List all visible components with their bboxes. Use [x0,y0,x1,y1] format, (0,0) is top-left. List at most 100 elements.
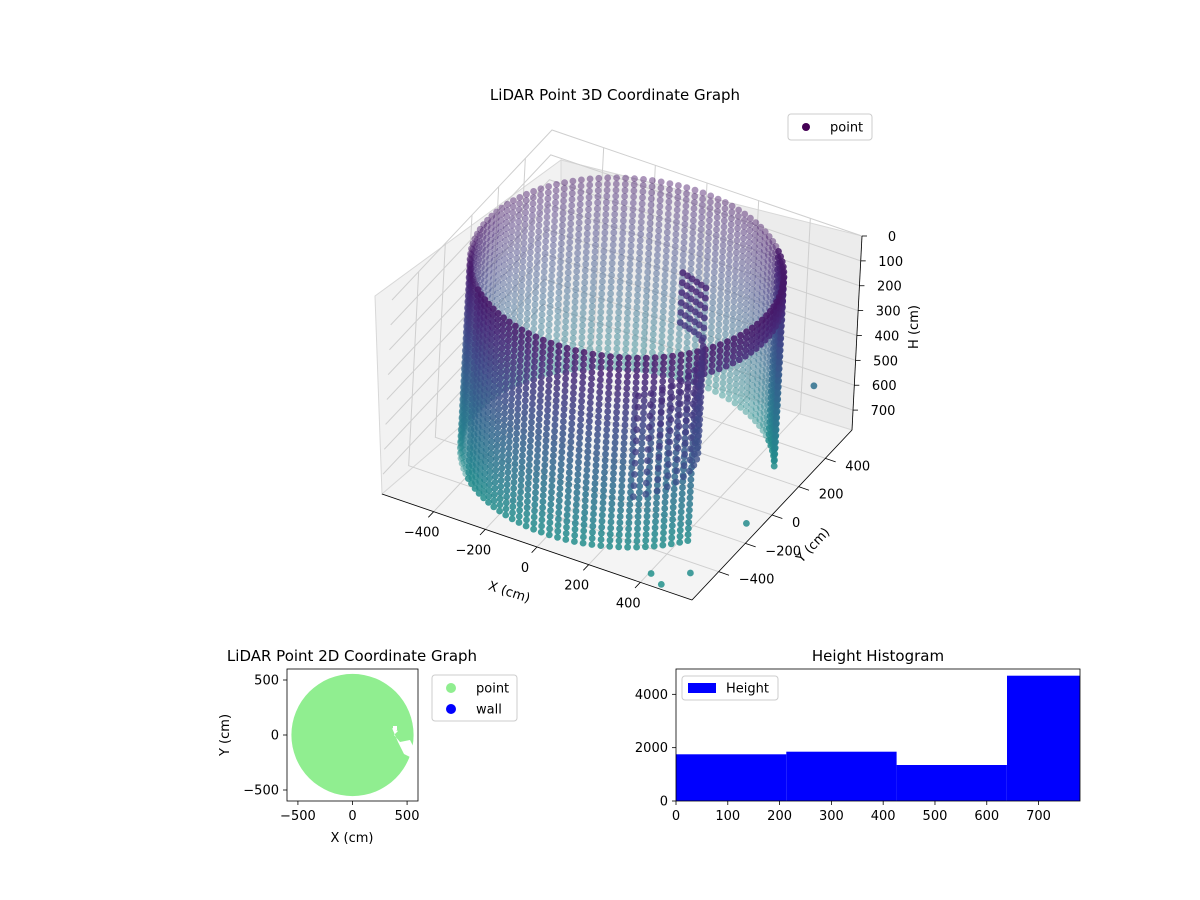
x-tick-label-hist: 300 [819,809,844,824]
cylinder-point [494,283,502,291]
cylinder-point [494,430,501,437]
cylinder-point [633,360,641,368]
cylinder-point [513,417,521,425]
cylinder-point [631,409,638,417]
cylinder-point [635,273,642,281]
cylinder-point [464,392,471,399]
cylinder-point [566,463,573,470]
cylinder-point [651,360,659,368]
cylinder-point [673,218,680,226]
cylinder-point [460,452,468,460]
cylinder-point [554,301,562,308]
cylinder-point [573,268,581,275]
cylinder-point [540,274,548,282]
cylinder-point [688,253,695,261]
cylinder-point [465,325,473,333]
cylinder-point [669,285,677,293]
cylinder-point [597,364,605,372]
object-point [690,378,698,385]
cylinder-point [459,424,466,432]
cylinder-point [501,243,509,251]
cylinder-point [736,308,744,315]
cylinder-point [743,288,751,295]
cylinder-point [523,322,531,329]
cylinder-point [732,255,740,263]
cylinder-point [463,394,470,401]
cylinder-point [734,224,741,232]
cylinder-point [498,344,506,352]
cylinder-point [758,379,766,387]
cylinder-point [686,494,694,502]
cylinder-point [494,424,502,431]
cylinder-point [742,334,750,342]
cylinder-point [608,506,615,514]
outlier-point [687,569,694,577]
cylinder-point [761,384,769,392]
cylinder-point [464,312,472,320]
cylinder-point [522,385,530,392]
x-tick-label-2d: 0 [348,809,356,824]
cylinder-point [637,218,645,226]
cylinder-point [659,371,667,379]
z-tick-label-3d: 200 [877,280,902,295]
cylinder-point [758,301,765,309]
cylinder-point [611,211,619,218]
cylinder-point [486,366,494,374]
cylinder-point [583,472,590,480]
cylinder-point [486,468,494,476]
cylinder-point [502,237,509,245]
y-tick-3d [718,571,730,576]
cylinder-point [689,229,697,237]
cylinder-point [669,516,676,523]
cylinder-point [504,475,511,482]
cylinder-point [489,287,496,295]
cylinder-point [642,354,650,362]
cylinder-point [563,293,571,301]
cylinder-point [500,274,508,281]
cylinder-point [578,176,585,184]
cylinder-point [749,370,757,377]
cylinder-point [459,389,467,397]
cylinder-point [562,318,570,325]
cylinder-point [496,241,504,248]
cylinder-point [545,376,553,384]
cylinder-point [457,443,465,451]
object-point [677,377,685,385]
cylinder-point [538,305,546,312]
chart-2d-title: LiDAR Point 2D Coordinate Graph [227,647,477,665]
cylinder-point [525,273,533,281]
cylinder-point [763,269,771,277]
cylinder-point [460,371,468,379]
cylinder-point [529,194,537,201]
cylinder-point [549,464,557,472]
object-point [687,434,695,441]
cylinder-point [482,445,490,453]
cylinder-point [748,292,756,300]
cylinder-point [736,302,744,309]
cylinder-point [730,304,737,311]
cylinder-point [464,305,471,313]
cylinder-point [594,431,601,439]
cylinder-point [596,388,604,396]
cylinder-point [642,373,649,380]
cylinder-point [752,309,760,316]
cylinder-point [651,306,658,314]
cylinder-point [460,423,467,431]
cylinder-point [774,401,781,409]
cylinder-point [508,383,516,391]
cylinder-point [554,521,562,529]
cylinder-point [557,258,564,266]
cylinder-point [582,491,589,498]
cylinder-point [698,207,706,215]
cylinder-point [527,425,535,432]
cylinder-point [718,272,725,280]
cylinder-point [512,267,520,274]
cylinder-point [567,432,575,440]
cylinder-point [765,233,773,240]
cylinder-point [467,277,475,284]
cylinder-point [606,308,614,316]
cylinder-point [464,309,471,317]
x-axis-label-2d: X (cm) [331,831,374,846]
cylinder-point [724,275,732,283]
cylinder-point [498,464,506,472]
